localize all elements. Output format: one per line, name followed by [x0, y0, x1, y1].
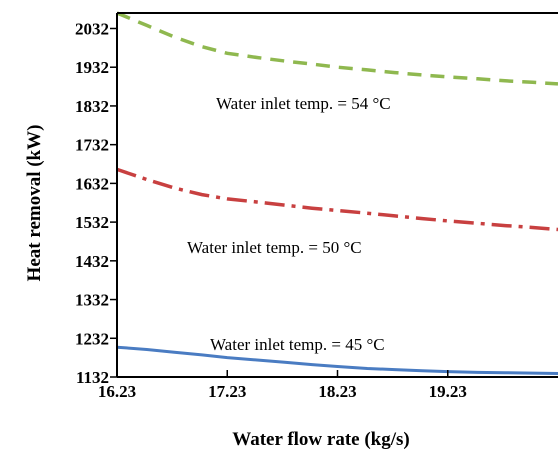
- x-tick-label: 18.23: [318, 382, 356, 401]
- y-axis-title: Heat removal (kW): [24, 125, 45, 282]
- y-tick-label: 1232: [75, 329, 109, 348]
- x-tick-label: 16.23: [98, 382, 136, 401]
- series-annotation-2: Water inlet temp. = 45 °C: [210, 335, 385, 354]
- labels: 1132 1232 1332 1432 1532 1632 1732 1832 1932 2032…: [75, 19, 467, 401]
- series-line-0: [116, 11, 558, 86]
- x-tick-label: 19.23: [429, 382, 467, 401]
- y-tick-label: 1832: [75, 97, 109, 116]
- series-annotation-1: Water inlet temp. = 50 °C: [187, 238, 362, 257]
- series-annotation-0: Water inlet temp. = 54 °C: [216, 94, 391, 113]
- plot-area: [116, 11, 558, 375]
- y-tick-label: 1332: [75, 291, 109, 310]
- series-line-2: [116, 345, 558, 375]
- x-axis-title: Water flow rate (kg/s): [232, 429, 409, 450]
- x-tick-label: 17.23: [208, 382, 246, 401]
- y-tick-label: 1632: [75, 174, 109, 193]
- axes: [110, 12, 558, 378]
- y-tick-label: 1532: [75, 213, 109, 232]
- y-tick-label: 1732: [75, 136, 109, 155]
- y-tick-label: 1132: [76, 368, 109, 387]
- y-tick-label: 1432: [75, 252, 109, 271]
- y-tick-label: 2032: [75, 19, 109, 38]
- series-line-1: [116, 167, 558, 232]
- y-tick-label: 1932: [75, 58, 109, 77]
